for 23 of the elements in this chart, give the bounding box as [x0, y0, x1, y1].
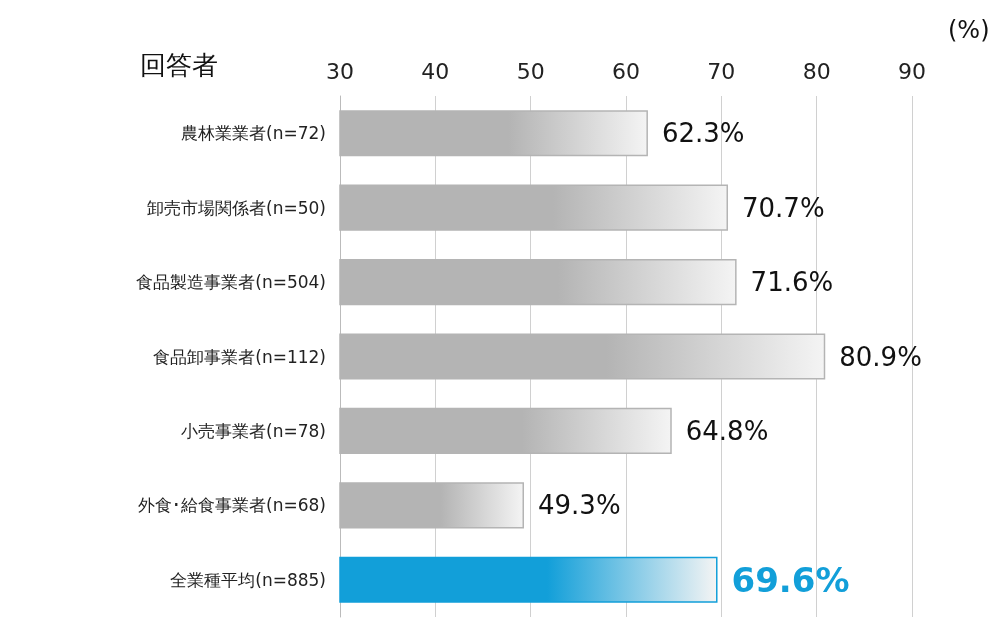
y-tick-label: 外食･給食事業者(n=68)	[138, 495, 326, 516]
data-label: 80.9%	[839, 341, 922, 372]
y-tick-label: 全業種平均(n=885)	[170, 569, 326, 590]
data-label: 69.6%	[731, 559, 850, 600]
y-tick-label: 食品卸事業者(n=112)	[153, 346, 326, 367]
data-label: 49.3%	[537, 490, 621, 521]
data-label: 70.7%	[742, 192, 825, 223]
x-tick-label: 50	[516, 58, 545, 84]
y-tick-label: 卸売市場関係者(n=50)	[147, 197, 326, 218]
data-label: 62.3%	[661, 118, 745, 149]
x-tick-label: 70	[707, 58, 736, 84]
x-tick-label: 60	[612, 58, 640, 84]
x-tick-label: 90	[898, 58, 926, 84]
x-tick-label: 80	[802, 58, 831, 84]
data-label: 71.6%	[750, 267, 834, 298]
y-tick-label: 食品製造事業者(n=504)	[136, 272, 326, 293]
x-tick-label: 40	[421, 58, 450, 84]
y-tick-label: 農林業業者(n=72)	[181, 123, 326, 144]
y-tick-label: 小売事業者(n=78)	[181, 420, 326, 441]
data-label: 64.8%	[685, 415, 769, 446]
x-axis-title: (%)	[948, 16, 990, 44]
x-tick-label: 30	[326, 58, 354, 84]
y-axis-title: 回答者	[140, 50, 218, 80]
